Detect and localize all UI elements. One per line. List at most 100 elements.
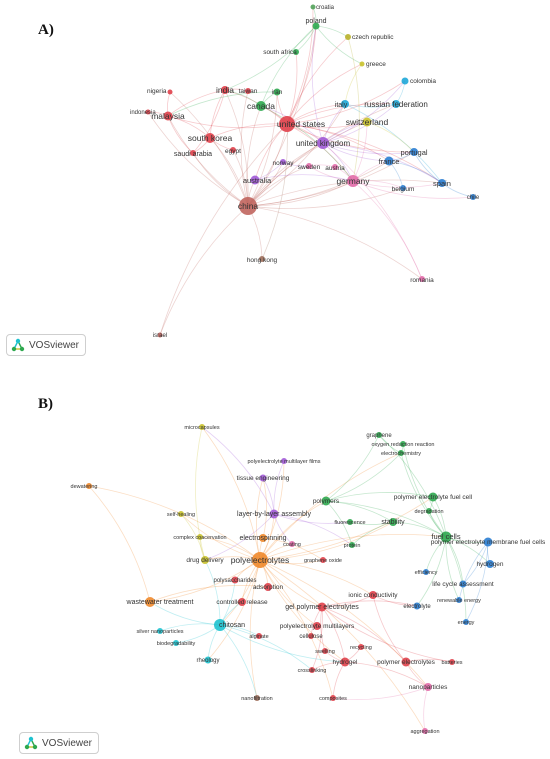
- node-czech: [345, 34, 351, 40]
- node-switzerland: [362, 117, 372, 127]
- node-crosslinking: [309, 667, 315, 673]
- node-label-taiwan: taiwan: [239, 88, 258, 95]
- node-label-stability: stability: [381, 519, 405, 526]
- node-india: [221, 86, 229, 94]
- link-usa-poland: [286, 25, 317, 125]
- node-label-orr: oxygen reduction reaction: [372, 442, 435, 448]
- node-label-fluorescence: fluorescence: [334, 520, 365, 526]
- node-label-pefuelcell: polymer electrolyte fuel cell: [394, 494, 473, 501]
- link-lbl-protein: [273, 513, 353, 546]
- link-usa-portugal: [286, 123, 415, 153]
- node-germany: [347, 175, 359, 187]
- node-label-usa: united states: [277, 119, 325, 129]
- node-label-china: china: [238, 201, 259, 211]
- node-sweden: [306, 163, 312, 169]
- link-china-russia: [247, 103, 397, 207]
- link-fuelcells-electrolyte: [416, 536, 447, 607]
- link-fuelcells-renewable: [445, 536, 460, 601]
- node-label-wastewater: wastewater treatment: [126, 599, 194, 606]
- link-stability-protein: [351, 521, 394, 546]
- link-polyelectrolytes-aggregation: [259, 559, 426, 732]
- node-cellulose: [308, 633, 314, 639]
- node-label-efficiency: efficiency: [415, 570, 438, 576]
- node-recycling: [358, 644, 364, 650]
- node-coating: [289, 541, 295, 547]
- node-label-southkorea: south korea: [188, 133, 233, 143]
- node-label-renewable: renewable energy: [437, 598, 481, 604]
- link-uk-poland: [311, 25, 324, 144]
- link-lbl-microcapsules: [201, 426, 275, 515]
- link-polyelectrolytes-microcapsules: [201, 426, 261, 561]
- link-electrospinning-tissue: [262, 477, 267, 539]
- node-spain: [438, 179, 446, 187]
- node-iran: [273, 88, 281, 96]
- node-nigeria: [167, 89, 173, 95]
- link-china-france: [247, 160, 390, 207]
- node-label-nanofiltration: nanofiltration: [241, 696, 273, 702]
- node-polysaccharides: [231, 576, 239, 584]
- panel-b-label: B): [38, 396, 53, 412]
- node-label-colombia: colombia: [410, 78, 436, 85]
- node-uk: [317, 137, 329, 149]
- link-fuelcells-electrochem: [400, 452, 447, 538]
- node-label-belgium: belgium: [392, 186, 415, 193]
- node-label-degradation: degradation: [414, 509, 443, 515]
- node-wastewater: [145, 597, 155, 607]
- node-southkorea: [205, 133, 215, 143]
- link-poland-canada: [260, 25, 317, 107]
- node-label-spain: spain: [433, 179, 451, 188]
- node-nanoparticles: [424, 683, 432, 691]
- node-complexcoac: [197, 534, 203, 540]
- node-label-iran: iran: [272, 89, 283, 96]
- node-chile: [470, 194, 476, 200]
- link-china-canada: [246, 105, 262, 207]
- node-label-malaysia: malaysia: [151, 111, 185, 121]
- link-czech-germany: [347, 36, 360, 182]
- link-pemfc-energy: [465, 541, 489, 623]
- link-usa-spain: [286, 123, 443, 184]
- node-electrochem: [398, 450, 404, 456]
- node-label-switzerland: switzerland: [346, 117, 389, 127]
- node-label-polysaccharides: polysaccharides: [213, 578, 256, 584]
- link-chitosan-nanofiltration: [219, 624, 258, 699]
- vosviewer-badge-text: VOSviewer: [29, 339, 80, 351]
- node-hongkong: [259, 256, 265, 262]
- node-lbl: [269, 509, 279, 519]
- node-label-protein: protein: [344, 543, 361, 549]
- node-label-biodegradability: biodegradability: [157, 641, 196, 647]
- vosviewer-badge: VOSviewer: [6, 334, 87, 356]
- link-greece-italy: [344, 63, 363, 105]
- link-fuelcells-orr: [402, 443, 447, 538]
- node-pemfc: [483, 537, 493, 547]
- link-china-iran: [247, 91, 278, 207]
- link-polyelectrolytes-dewatering: [88, 485, 261, 561]
- node-composites: [330, 695, 336, 701]
- vosviewer-logo-icon: [24, 736, 38, 750]
- link-chitosan-wastewater: [149, 601, 221, 626]
- node-protein: [349, 542, 355, 548]
- node-label-norway: norway: [273, 160, 295, 167]
- node-portugal: [410, 148, 418, 156]
- link-pefuelcell-polymers: [325, 492, 434, 502]
- node-label-electrolyte: electrolyte: [403, 604, 431, 610]
- link-germany-chile: [352, 180, 474, 199]
- link-lbl-pemfilms: [273, 460, 285, 515]
- node-label-lbl: layer-by-layer assembly: [237, 511, 311, 518]
- node-label-austria: austria: [325, 165, 345, 172]
- node-label-hongkong: hong kong: [247, 257, 278, 264]
- node-southafrica: [293, 49, 299, 55]
- link-polyelectrolytes-rheology: [207, 559, 261, 661]
- node-label-nigeria: nigeria: [147, 88, 167, 95]
- link-polyelectrolytes-nanofiltration: [249, 559, 261, 699]
- node-adsorption: [264, 583, 272, 591]
- link-hydrogel-nanoparticles: [344, 661, 429, 688]
- link-china-romania: [247, 205, 423, 280]
- link-china-spain: [247, 179, 443, 207]
- node-label-swelling: swelling: [315, 649, 335, 655]
- node-label-alginate: alginate: [249, 634, 268, 640]
- node-label-uk: united kingdom: [296, 139, 351, 148]
- link-usa-croatia: [286, 6, 314, 125]
- link-israel-usa: [159, 123, 288, 336]
- node-label-aggregation: aggregation: [410, 729, 439, 735]
- node-label-silvernp: silver nanoparticles: [136, 629, 183, 635]
